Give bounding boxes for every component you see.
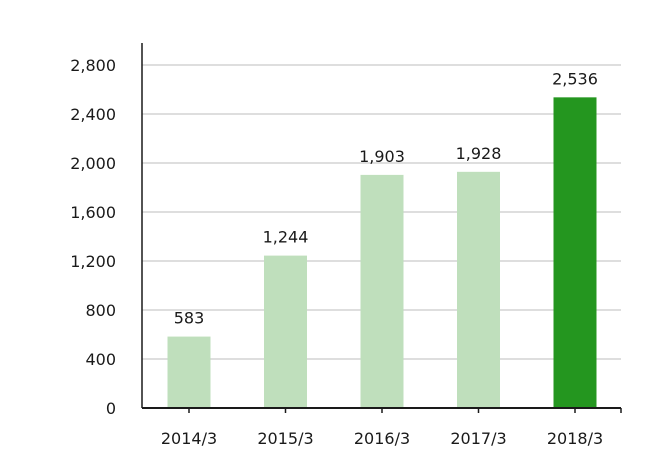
data-label: 2,536 xyxy=(552,69,598,88)
axes xyxy=(141,43,622,413)
bar xyxy=(167,336,211,408)
bar xyxy=(457,171,500,408)
y-tick-label: 400 xyxy=(85,350,116,369)
y-tick-label: 800 xyxy=(85,301,116,320)
bar xyxy=(264,255,307,408)
x-tick-label: 2017/3 xyxy=(450,429,506,448)
data-label: 1,244 xyxy=(263,228,309,247)
x-tick-label: 2018/3 xyxy=(547,429,603,448)
y-tick-label: 1,200 xyxy=(70,252,116,271)
y-tick-label: 2,000 xyxy=(70,154,116,173)
x-tick-label: 2016/3 xyxy=(354,429,410,448)
y-tick-labels: 0 400 800 1,200 1,600 2,000 2,400 2,800 xyxy=(70,56,116,418)
x-tick-label: 2014/3 xyxy=(161,429,217,448)
data-label: 1,903 xyxy=(359,147,405,166)
bar xyxy=(553,97,597,408)
bars xyxy=(167,97,597,408)
y-tick-label: 0 xyxy=(106,399,116,418)
y-tick-label: 1,600 xyxy=(70,203,116,222)
bar xyxy=(360,174,404,408)
y-tick-label: 2,800 xyxy=(70,56,116,75)
data-label: 583 xyxy=(174,309,205,328)
y-tick-label: 2,400 xyxy=(70,105,116,124)
data-label: 1,928 xyxy=(456,144,502,163)
x-tick-labels: 2014/3 2015/3 2016/3 2017/3 2018/3 xyxy=(161,429,603,448)
data-labels: 583 1,244 1,903 1,928 2,536 xyxy=(174,69,598,327)
x-tick-label: 2015/3 xyxy=(257,429,313,448)
